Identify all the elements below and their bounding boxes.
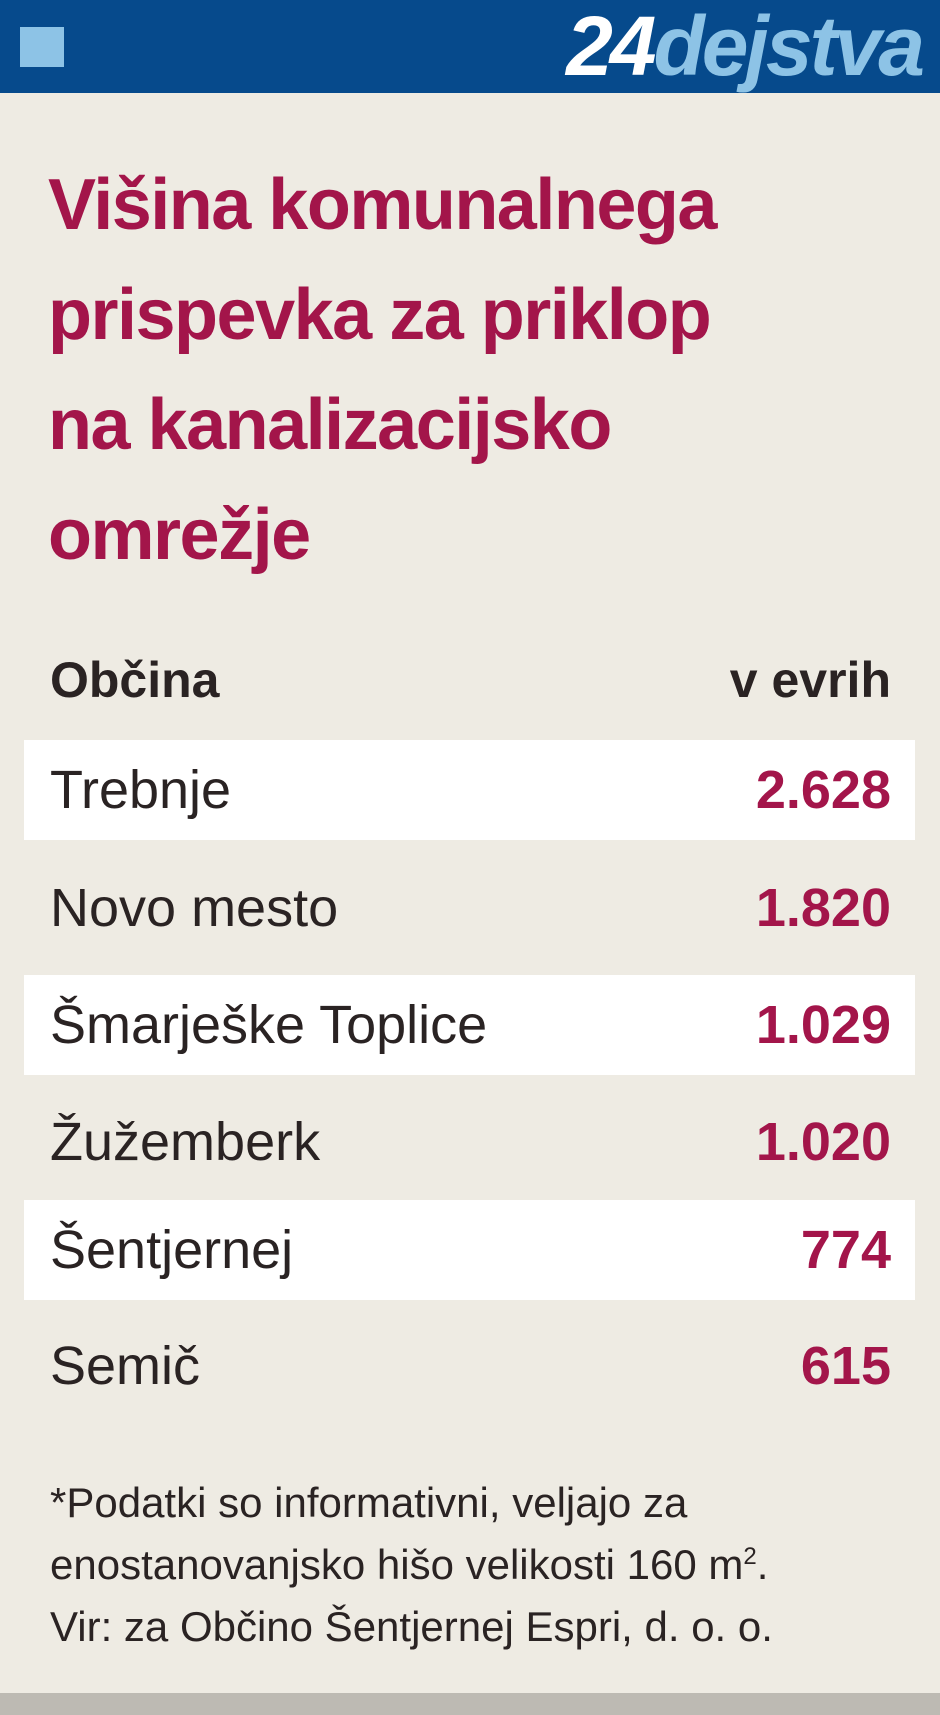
title: Višina komunalnega prispevka za priklop na… <box>48 150 717 590</box>
table-row: Novo mesto 1.820 <box>24 858 915 958</box>
column-header: v evrih <box>729 652 891 708</box>
brand-word: dejstva <box>653 0 925 93</box>
header-square <box>20 27 64 67</box>
note: *Podatki so informativni, veljajo za eno… <box>50 1472 773 1658</box>
note-line: *Podatki so informativni, veljajo za <box>50 1479 688 1526</box>
municipality: Novo mesto <box>50 878 339 938</box>
note-text: enostanovanjsko hišo velikosti 160 m <box>50 1541 744 1588</box>
municipality: Trebnje <box>50 760 232 820</box>
title-line: na kanalizacijsko <box>48 385 612 465</box>
title-line: Višina komunalnega <box>48 165 717 245</box>
amount: 1.020 <box>755 1112 891 1172</box>
amount: 1.029 <box>755 995 891 1055</box>
table-row: Šentjernej 774 <box>24 1200 915 1300</box>
brand-number: 24 <box>566 0 656 93</box>
brand: 24dejstva <box>566 0 925 93</box>
header-bar: 24dejstva <box>0 0 940 93</box>
amount: 1.820 <box>755 878 891 938</box>
amount: 615 <box>800 1336 891 1396</box>
amount: 774 <box>800 1220 891 1280</box>
municipality: Žužemberk <box>50 1112 321 1172</box>
title-line: prispevka za priklop <box>48 275 712 355</box>
note-text: . <box>756 1541 769 1588</box>
footer-bar <box>0 1693 940 1715</box>
amount: 2.628 <box>755 760 891 820</box>
table-row: Semič 615 <box>24 1316 915 1416</box>
table-row: Trebnje 2.628 <box>24 740 915 840</box>
note-sup: 2 <box>743 1543 757 1570</box>
table-row: Žužemberk 1.020 <box>24 1092 915 1192</box>
column-header: Občina <box>50 652 220 708</box>
municipality: Šmarješke Toplice <box>50 995 488 1055</box>
municipality: Semič <box>50 1336 201 1396</box>
table-row: Šmarješke Toplice 1.029 <box>24 975 915 1075</box>
title-line: omrežje <box>48 495 311 575</box>
table-header: Občina v evrih <box>24 630 915 730</box>
municipality: Šentjernej <box>50 1220 294 1280</box>
note-line: Vir: za Občino Šentjernej Espri, d. o. o… <box>50 1603 773 1650</box>
note-line: enostanovanjsko hišo velikosti 160 m2. <box>50 1534 773 1596</box>
